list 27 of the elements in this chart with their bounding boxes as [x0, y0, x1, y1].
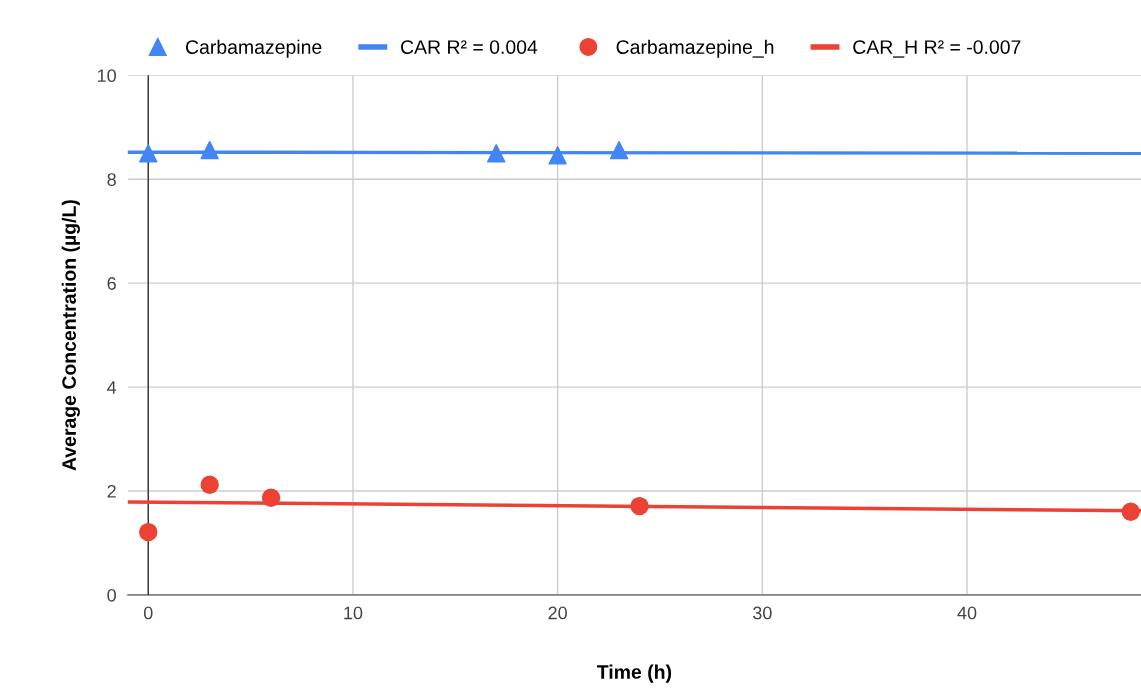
point: [200, 475, 219, 494]
x-tick-label: 30: [752, 606, 772, 620]
legend-label: CAR R² = 0.004: [401, 40, 538, 54]
y-tick-label: 0: [107, 588, 116, 602]
x-tick-label: 0: [143, 606, 153, 620]
point: [261, 488, 281, 507]
point: [200, 140, 219, 160]
y-tick-label: 2: [107, 484, 116, 498]
y-tick-label: 8: [107, 173, 116, 186]
point: [487, 144, 506, 163]
x-tick-label: 40: [957, 606, 977, 620]
point: [630, 496, 649, 516]
y-tick-label: 10: [97, 69, 116, 83]
x-tick-label: 10: [344, 606, 363, 620]
y-tick-label: 6: [107, 277, 116, 290]
legend-label: Carbamazepine: [185, 39, 322, 58]
point: [139, 522, 158, 542]
point: [609, 140, 629, 160]
point: [1121, 502, 1140, 522]
x-axis-title: Time (h): [596, 664, 672, 683]
legend-label: Carbamazepine_h: [616, 39, 774, 58]
x-tick-label: 20: [548, 606, 567, 620]
point: [139, 144, 158, 163]
y-tick-label: 4: [107, 381, 117, 394]
legend-label: CAR_H R² = -0.007: [853, 40, 1021, 58]
point: [548, 146, 567, 165]
y-axis-title: Average Concentration (µg/L): [61, 200, 80, 471]
